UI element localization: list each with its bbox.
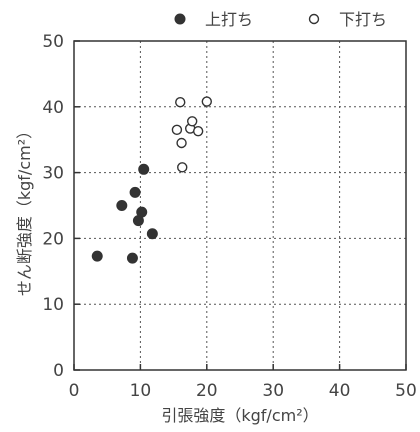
y-axis-label: せん断強度（kgf/cm²） <box>15 123 34 296</box>
x-tick-label-0: 0 <box>69 381 80 401</box>
x-tick-label-3: 30 <box>262 381 284 401</box>
y-tick-label-0: 0 <box>53 361 64 381</box>
axis-ticks <box>73 40 407 371</box>
upper-point-1 <box>116 200 128 211</box>
x-tick-label-2: 20 <box>196 381 218 401</box>
legend-marker-upper <box>174 13 186 25</box>
legend: 上打ち 下打ち <box>174 10 387 29</box>
x-tick-label-4: 40 <box>329 381 351 401</box>
y-tick-label-1: 10 <box>42 295 64 315</box>
y-tick-label-4: 40 <box>42 98 64 118</box>
lower-point-2 <box>176 137 187 149</box>
lower-point-1 <box>175 96 186 108</box>
upper-point-0 <box>91 250 103 262</box>
legend-label-lower: 下打ち <box>339 10 387 29</box>
y-tick-label-5: 50 <box>42 32 64 52</box>
plot-frame <box>73 40 407 371</box>
x-tick-label-1: 10 <box>130 381 152 401</box>
upper-point-6 <box>138 163 150 175</box>
lower-point-3 <box>177 162 188 173</box>
upper-point-3 <box>129 186 141 198</box>
lower-point-0 <box>171 124 183 136</box>
data-points <box>91 96 213 264</box>
x-tick-label-5: 50 <box>395 381 417 401</box>
y-tick-label-2: 20 <box>42 229 64 249</box>
grid <box>74 41 406 370</box>
upper-point-7 <box>146 228 158 240</box>
lower-point-7 <box>201 96 213 107</box>
upper-point-2 <box>126 252 138 264</box>
lower-point-6 <box>192 125 204 137</box>
x-axis-label: 引張強度（kgf/cm²） <box>161 406 318 425</box>
legend-label-upper: 上打ち <box>205 10 253 29</box>
y-tick-label-3: 30 <box>42 164 64 184</box>
legend-marker-lower <box>308 13 320 25</box>
tick-labels: 0 10 20 30 40 50 0 10 20 30 40 50 <box>42 32 416 401</box>
upper-point-5 <box>136 206 148 218</box>
lower-point-5 <box>186 116 198 127</box>
